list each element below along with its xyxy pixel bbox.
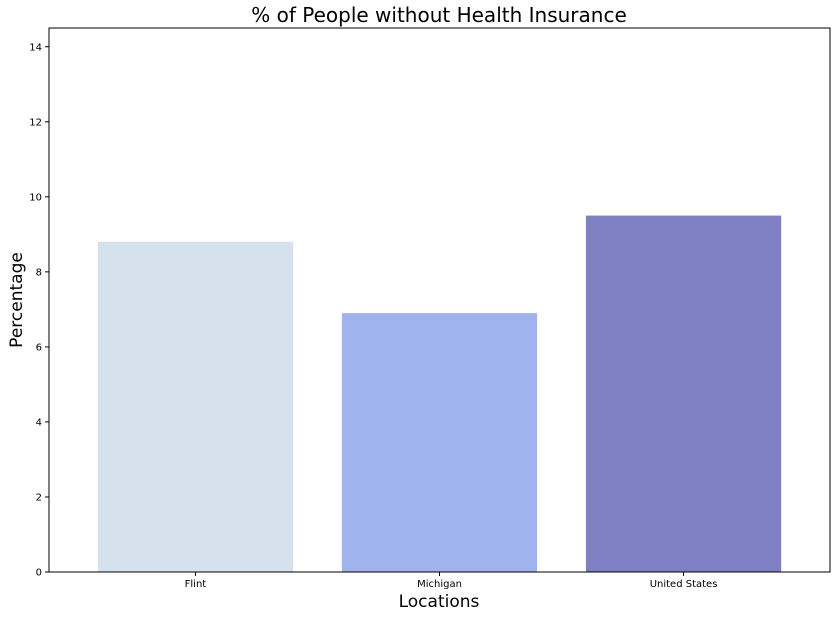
y-tick-label: 2 — [36, 492, 42, 503]
y-axis: 0 2 4 6 8 10 12 14 — [29, 42, 49, 579]
bar-united-states — [585, 215, 782, 572]
chart-title: % of People without Health Insurance — [251, 3, 627, 27]
y-tick-label: 0 — [36, 568, 42, 579]
y-tick-label: 10 — [29, 192, 42, 203]
plot-area — [97, 215, 782, 573]
x-axis: Flint Michigan United States — [185, 572, 718, 590]
bar-michigan — [341, 313, 538, 572]
y-tick-label: 14 — [29, 42, 42, 53]
x-tick-label: United States — [650, 579, 718, 590]
bar-flint — [97, 241, 294, 573]
y-axis-label: Percentage — [7, 252, 27, 348]
y-tick-label: 8 — [36, 267, 42, 278]
x-axis-label: Locations — [399, 592, 480, 612]
y-tick-label: 4 — [36, 417, 42, 428]
y-tick-label: 12 — [29, 117, 42, 128]
x-tick-label: Flint — [185, 579, 207, 590]
y-tick-label: 6 — [36, 342, 42, 353]
x-tick-label: Michigan — [417, 579, 462, 590]
